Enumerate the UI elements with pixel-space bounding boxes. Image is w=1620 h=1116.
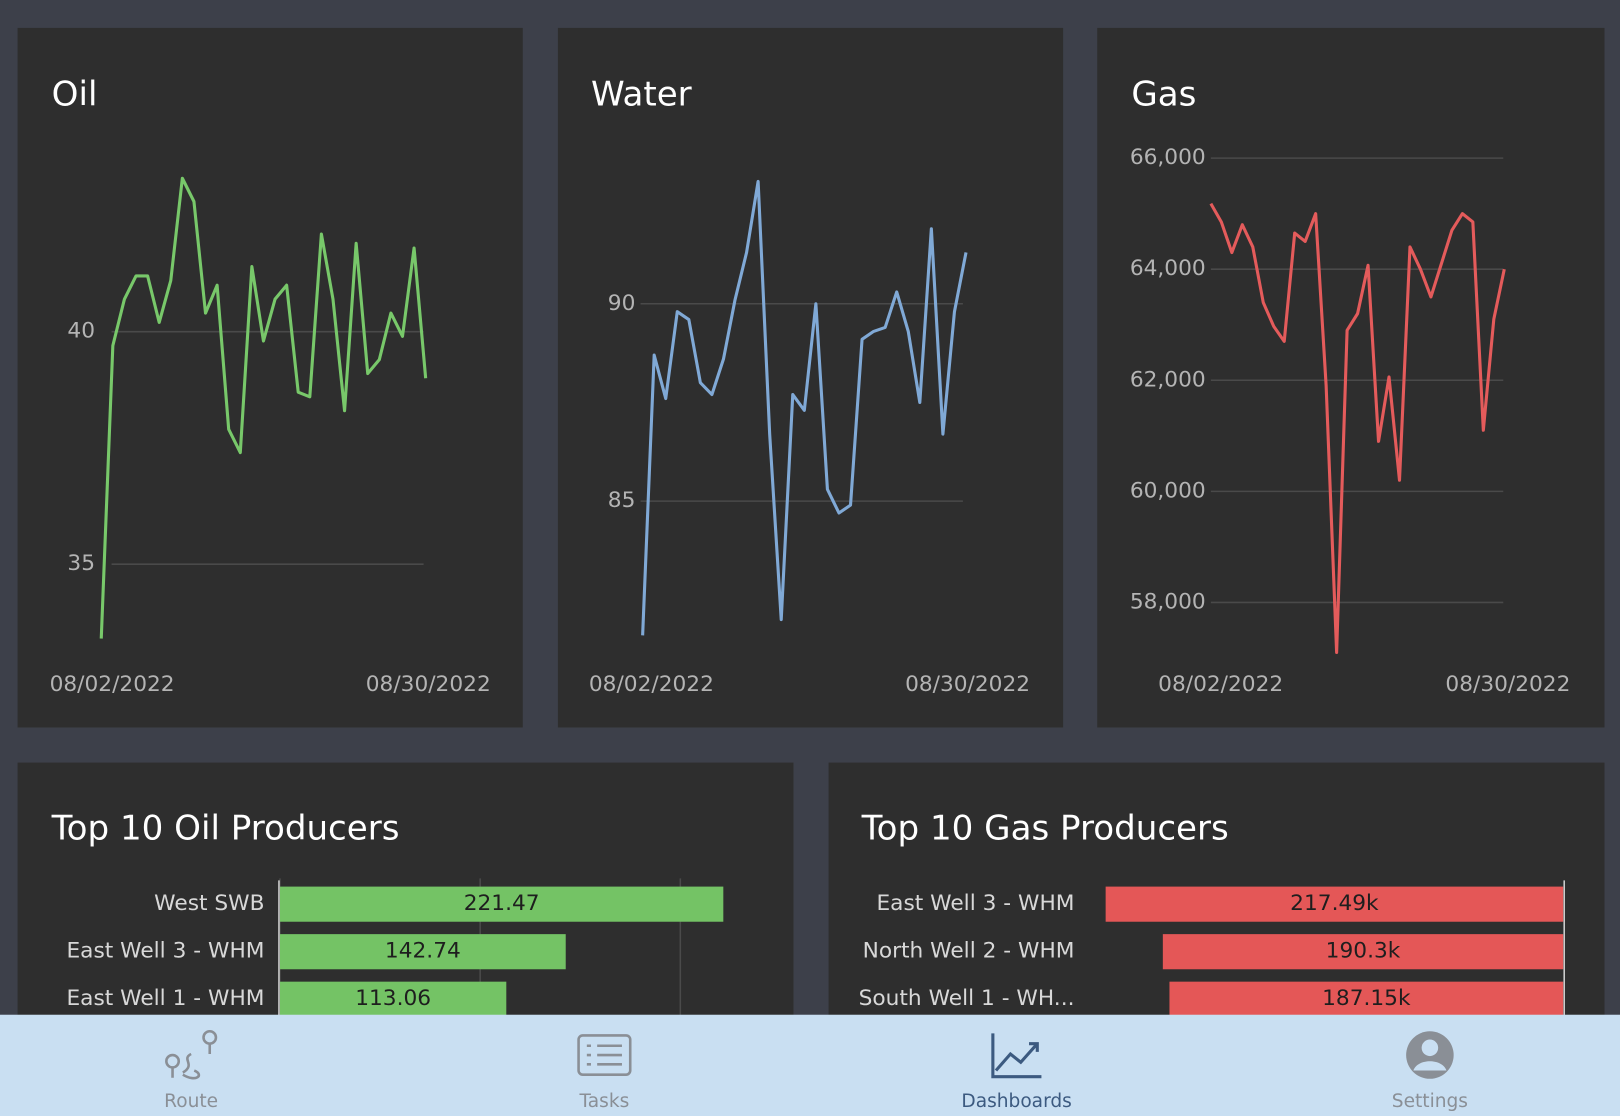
card xyxy=(1097,27,1605,728)
bar xyxy=(1105,886,1564,922)
card xyxy=(557,27,1064,728)
bar xyxy=(1169,981,1564,1017)
card xyxy=(17,27,523,728)
y-tick-label: 62,000 xyxy=(1130,367,1206,392)
dashboards-icon xyxy=(991,1033,1042,1079)
route-icon xyxy=(165,1029,218,1080)
x-tick-label: 08/30/2022 xyxy=(366,672,491,697)
category-label: West SWB xyxy=(154,891,264,916)
category-label: East Well 3 - WHM xyxy=(876,891,1074,916)
y-tick-label: 40 xyxy=(67,319,95,344)
y-tick-label: 60,000 xyxy=(1130,478,1206,503)
chart-title: Gas xyxy=(1131,75,1196,115)
x-tick-label: 08/02/2022 xyxy=(589,672,714,697)
category-label: South Well 1 - WH... xyxy=(859,986,1075,1011)
category-label: East Well 1 - WHM xyxy=(66,986,264,1011)
category-label: East Well 3 - WHM xyxy=(66,939,264,964)
bar xyxy=(1162,934,1564,970)
value-label: 190.3k xyxy=(1326,939,1401,964)
bar xyxy=(279,886,724,922)
y-tick-label: 85 xyxy=(608,488,636,513)
data-line xyxy=(641,179,968,636)
value-label: 142.74 xyxy=(385,939,461,964)
chart-title: Water xyxy=(591,75,693,115)
tasks-icon xyxy=(577,1034,632,1076)
nav-label[interactable]: Dashboards xyxy=(961,1091,1071,1112)
y-tick-label: 58,000 xyxy=(1130,589,1206,614)
nav-background xyxy=(0,1014,1620,1116)
y-tick-label: 66,000 xyxy=(1130,145,1206,170)
y-tick-label: 35 xyxy=(67,551,95,576)
value-label: 217.49k xyxy=(1290,891,1379,916)
value-label: 221.47 xyxy=(464,891,540,916)
nav-label[interactable]: Route xyxy=(164,1091,218,1112)
value-label: 113.06 xyxy=(355,986,431,1011)
nav-bar: Route Tasks Dashboards Settings xyxy=(0,1014,1620,1116)
x-tick-label: 08/02/2022 xyxy=(50,672,175,697)
nav-label[interactable]: Settings xyxy=(1392,1091,1468,1112)
nav-label[interactable]: Tasks xyxy=(579,1091,630,1112)
data-line xyxy=(99,176,428,639)
value-label: 187.15k xyxy=(1322,986,1411,1011)
chart-title: Oil xyxy=(52,75,98,115)
chart-title: Top 10 Gas Producers xyxy=(861,808,1229,848)
y-tick-label: 90 xyxy=(608,291,636,316)
charts: Oil 35 40 08/02/2022 08/30/2022 Water 85 90 08/0… xyxy=(50,75,1570,1024)
x-tick-label: 08/30/2022 xyxy=(905,672,1030,697)
chart-title: Top 10 Oil Producers xyxy=(51,808,400,848)
x-tick-label: 08/30/2022 xyxy=(1445,672,1570,697)
category-label: North Well 2 - WHM xyxy=(863,939,1075,964)
data-line xyxy=(1209,202,1506,654)
bar xyxy=(279,981,507,1017)
bar xyxy=(279,934,566,970)
y-tick-label: 64,000 xyxy=(1130,256,1206,281)
x-tick-label: 08/02/2022 xyxy=(1158,672,1283,697)
settings-icon xyxy=(1406,1031,1454,1079)
